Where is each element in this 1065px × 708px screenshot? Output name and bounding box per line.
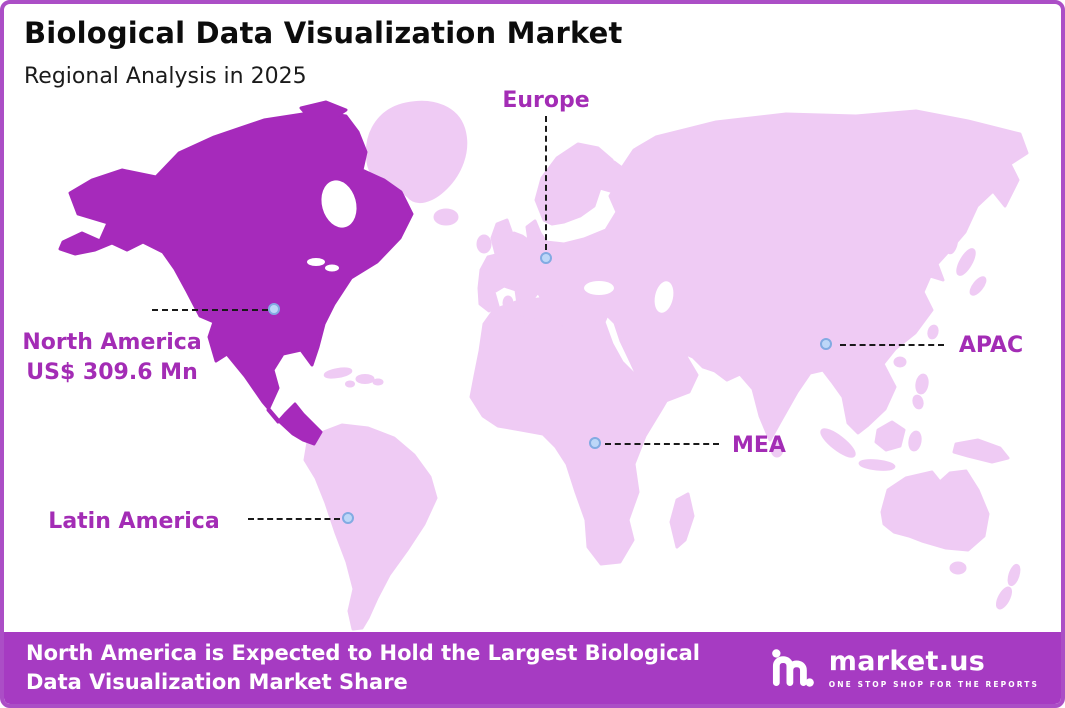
- island-ireland: [476, 234, 492, 254]
- island-iceland: [433, 208, 459, 226]
- caspian-sea: [654, 281, 674, 313]
- island-new-zealand-south: [995, 586, 1013, 610]
- region-scandinavia: [534, 142, 622, 226]
- continent-north-america-highlight: [58, 110, 414, 446]
- leader-line-apac: [840, 344, 944, 346]
- island-sicily: [519, 312, 535, 324]
- island-philippines-luzon: [915, 373, 929, 395]
- continent-australia: [880, 469, 990, 552]
- island-puerto-rico: [372, 378, 384, 386]
- footer-headline-line1: North America is Expected to Hold the La…: [26, 640, 700, 665]
- marketus-logo: market.us ONE STOP SHOP FOR THE REPORTS: [768, 643, 1039, 693]
- page-title: Biological Data Visualization Market: [24, 16, 623, 50]
- marketus-logo-tagline: ONE STOP SHOP FOR THE REPORTS: [828, 679, 1039, 689]
- island-japan-honshu: [956, 248, 976, 276]
- marketus-logo-icon: [771, 649, 814, 687]
- marker-dot-apac: [820, 338, 832, 350]
- island-crete: [554, 322, 570, 330]
- arctic-islands: [299, 100, 348, 120]
- continent-africa: [469, 296, 678, 566]
- continent-greenland: [365, 100, 468, 204]
- island-madagascar: [669, 492, 695, 549]
- island-jamaica: [345, 380, 355, 388]
- region-name-north-america: North America: [22, 330, 202, 355]
- island-great-britain: [490, 218, 514, 256]
- marker-dot-europe: [540, 252, 552, 264]
- footer-headline: North America is Expected to Hold the La…: [26, 639, 700, 698]
- island-taiwan: [927, 324, 939, 340]
- region-label-mea: MEA: [732, 433, 786, 458]
- marker-dot-mea: [589, 437, 601, 449]
- black-sea: [584, 281, 614, 295]
- island-cuba: [323, 367, 353, 379]
- great-lakes-west: [307, 258, 325, 266]
- leader-line-latin-america: [248, 518, 340, 520]
- region-label-europe: Europe: [502, 88, 590, 113]
- great-lakes-east: [325, 264, 339, 272]
- world-map: [58, 100, 1029, 631]
- marker-dot-north-america: [268, 303, 280, 315]
- island-sardinia: [502, 295, 514, 311]
- region-label-apac: APAC: [958, 333, 1024, 358]
- region-value-north-america: US$ 309.6 Mn: [26, 360, 198, 385]
- leader-line-europe: [545, 116, 547, 250]
- island-japan-south: [969, 276, 987, 296]
- island-japan-north: [945, 233, 959, 255]
- island-hispaniola: [355, 374, 375, 384]
- island-cyprus: [595, 314, 607, 324]
- leader-line-mea: [605, 443, 719, 445]
- island-java: [858, 459, 896, 471]
- island-philippines-mindanao: [912, 394, 924, 410]
- marketus-logo-name: market.us: [828, 645, 986, 677]
- footer-banner: North America is Expected to Hold the La…: [4, 632, 1061, 704]
- region-label-latin-america: Latin America: [48, 509, 220, 534]
- island-sulawesi: [908, 430, 922, 452]
- island-sumatra: [820, 428, 856, 458]
- leader-line-north-america: [152, 309, 268, 311]
- page-subtitle: Regional Analysis in 2025: [24, 64, 307, 89]
- footer-headline-line2: Data Visualization Market Share: [26, 670, 408, 694]
- island-tasmania: [949, 561, 967, 575]
- island-sakhalin: [954, 201, 966, 231]
- hudson-bay: [321, 180, 357, 228]
- continent-south-america: [303, 423, 438, 631]
- marketus-logo-text-block: market.us ONE STOP SHOP FOR THE REPORTS: [829, 648, 1039, 689]
- marker-dot-latin-america: [342, 512, 354, 524]
- island-sri-lanka: [770, 440, 784, 458]
- island-hainan: [893, 356, 907, 368]
- island-borneo: [874, 420, 906, 452]
- island-new-guinea: [952, 438, 1010, 464]
- island-new-zealand-north: [1007, 563, 1021, 587]
- region-label-north-america: North America US$ 309.6 Mn: [6, 328, 218, 388]
